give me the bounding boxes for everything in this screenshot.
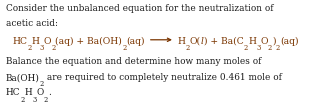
Text: 2: 2 [268,44,272,52]
Text: ) + Ba(C: ) + Ba(C [204,37,244,46]
Text: 2: 2 [51,44,55,52]
Text: Ba(OH): Ba(OH) [6,73,40,82]
Text: H: H [178,37,186,46]
Text: 3: 3 [256,44,260,52]
Text: 2: 2 [122,44,127,52]
Text: O(: O( [190,37,201,46]
Text: (aq) + Ba(OH): (aq) + Ba(OH) [55,37,122,46]
Text: HC: HC [6,88,20,97]
Text: 2: 2 [44,96,48,102]
Text: Consider the unbalanced equation for the neutralization of: Consider the unbalanced equation for the… [6,4,273,13]
Text: .: . [48,88,51,97]
Text: 2: 2 [186,44,190,52]
Text: 2: 2 [27,44,31,52]
Text: 3: 3 [32,96,37,102]
Text: l: l [201,37,204,46]
Text: (aq): (aq) [127,37,145,46]
Text: 2: 2 [276,44,280,52]
Text: H: H [248,37,256,46]
Text: Balance the equation and determine how many moles of: Balance the equation and determine how m… [6,57,261,66]
Text: H: H [31,37,39,46]
Text: O: O [37,88,44,97]
Text: acetic acid:: acetic acid: [6,19,58,28]
Text: 2: 2 [40,80,44,88]
Text: H: H [24,88,32,97]
Text: are required to completely neutralize 0.461 mole of: are required to completely neutralize 0.… [44,73,282,82]
Text: O: O [44,37,51,46]
Text: 2: 2 [20,96,24,102]
Text: ): ) [272,37,276,46]
Text: O: O [260,37,268,46]
Text: HC: HC [12,37,27,46]
Text: 2: 2 [244,44,248,52]
Text: (aq): (aq) [280,37,298,46]
Text: 3: 3 [39,44,44,52]
